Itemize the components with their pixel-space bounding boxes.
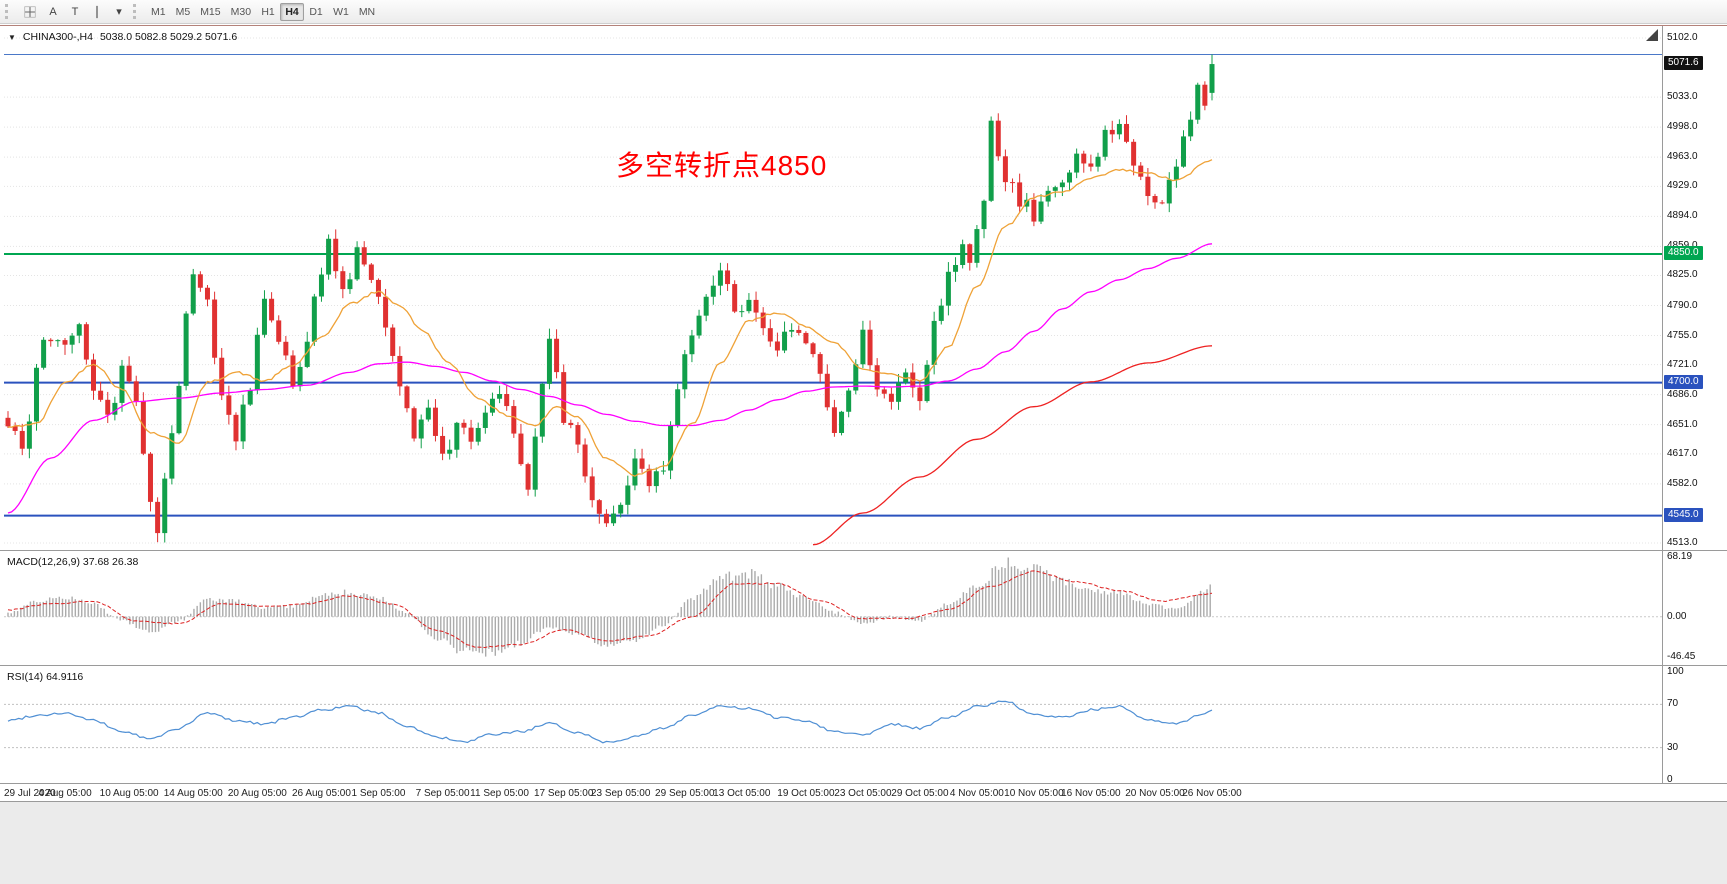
time-tick-label: 29 Oct 05:00 (891, 788, 949, 799)
symbol-title: CHINA300-,H4 (22, 31, 93, 43)
time-tick-label: 17 Sep 05:00 (533, 788, 594, 799)
timeframe-toolbar: A T ▾ M1 M5 M15 M30 H1 H4 D1 W1 MN (0, 0, 1727, 24)
chart-window: ▼ CHINA300-,H4 5038.0 5082.8 5029.2 5071… (0, 25, 1727, 802)
ma-mid-line (7, 243, 1213, 514)
price-tick-label: 4617.0 (1667, 447, 1698, 459)
macd-tick-label: 68.19 (1667, 551, 1693, 563)
price-tick-label: 4894.0 (1667, 210, 1698, 222)
price-tick-label: 5033.0 (1667, 91, 1698, 103)
time-tick-label: 23 Oct 05:00 (834, 788, 892, 799)
price-tick-label: 4859.0 (1667, 240, 1698, 251)
time-tick-label: 1 Sep 05:00 (351, 788, 406, 799)
rsi-line (7, 700, 1213, 744)
macd-tick-label: 0.00 (1667, 610, 1687, 622)
timeframe-h1-button[interactable]: H1 (256, 3, 280, 21)
scroll-to-end-icon[interactable] (1646, 29, 1658, 41)
time-tick-label: 13 Oct 05:00 (713, 788, 771, 799)
price-tick-label: 4721.0 (1667, 358, 1698, 370)
price-tick-label: 4651.0 (1667, 418, 1698, 430)
macd-histogram (7, 557, 1211, 657)
grid-lines (4, 37, 1662, 544)
macd-indicator-label: MACD(12,26,9) 37.68 26.38 (7, 556, 139, 568)
price-tick-label: 4929.0 (1667, 180, 1698, 192)
time-tick-label: 4 Aug 05:00 (38, 788, 92, 799)
time-tick-label: 7 Sep 05:00 (415, 788, 470, 799)
time-tick-label: 11 Sep 05:00 (470, 788, 529, 799)
time-tick-label: 29 Jul 2020 (4, 788, 56, 799)
macd-tick-label: -46.45 (1667, 651, 1696, 663)
time-tick-label: 20 Aug 05:00 (227, 788, 287, 799)
time-tick-label: 10 Aug 05:00 (99, 788, 159, 799)
collapse-triangle-icon[interactable]: ▼ (8, 32, 16, 42)
rsi-tick-label: 70 (1667, 698, 1679, 710)
ma-fast-line (7, 159, 1213, 477)
text-label-tool-button[interactable]: A (43, 2, 63, 21)
time-tick-label: 26 Aug 05:00 (291, 788, 351, 799)
timeframe-m5-button[interactable]: M5 (171, 3, 196, 21)
timeframe-h4-button[interactable]: H4 (280, 2, 305, 21)
letter-t-icon: T (71, 5, 79, 18)
time-tick-label: 29 Sep 05:00 (655, 788, 715, 799)
price-tick-label: 4582.0 (1667, 477, 1698, 489)
symbol-ohlc-header: ▼ CHINA300-,H4 5038.0 5082.8 5029.2 5071… (8, 31, 237, 43)
timeframe-m1-button[interactable]: M1 (146, 3, 171, 21)
rsi-tick-label: 30 (1667, 741, 1679, 753)
timeframe-d1-button[interactable]: D1 (304, 3, 328, 21)
time-tick-label: 26 Nov 05:00 (1182, 788, 1242, 799)
time-tick-label: 4 Nov 05:00 (949, 788, 1004, 799)
text-cursor-tool-button[interactable]: T (65, 2, 85, 21)
price-tick-label: 4686.0 (1667, 388, 1698, 400)
chart-canvas[interactable] (0, 26, 1727, 803)
vertical-line-icon (96, 5, 98, 18)
time-tick-label: 14 Aug 05:00 (163, 788, 223, 799)
macd-signal-line (7, 570, 1213, 649)
rsi-tick-label: 100 (1667, 666, 1684, 677)
crosshair-tool-button[interactable] (19, 2, 41, 21)
price-tick-label: 4790.0 (1667, 299, 1698, 311)
letter-a-icon: A (49, 5, 57, 18)
price-tick-label: 4825.0 (1667, 269, 1698, 281)
rsi-indicator-label: RSI(14) 64.9116 (7, 671, 84, 683)
price-tick-label: 4963.0 (1667, 151, 1698, 163)
timeframe-m15-button[interactable]: M15 (195, 3, 225, 21)
rsi-tick-label: 0 (1667, 774, 1673, 785)
tools-dropdown-button[interactable]: ▾ (109, 2, 129, 21)
time-tick-label: 19 Oct 05:00 (777, 788, 835, 799)
vertical-line-tool-button[interactable] (87, 2, 107, 21)
time-tick-label: 10 Nov 05:00 (1004, 788, 1064, 799)
timeframe-m30-button[interactable]: M30 (226, 3, 256, 21)
timeframe-w1-button[interactable]: W1 (328, 3, 354, 21)
ohlc-values: 5038.0 5082.8 5029.2 5071.6 (99, 31, 238, 43)
time-tick-label: 16 Nov 05:00 (1061, 788, 1121, 799)
timeframe-mn-button[interactable]: MN (354, 3, 380, 21)
chevron-down-icon: ▾ (116, 6, 122, 18)
price-badge-4850.0: 4850.0 (1664, 246, 1703, 261)
chart-annotation-text[interactable]: 多空转折点4850 (616, 150, 828, 181)
price-tick-label: 4755.0 (1667, 329, 1698, 341)
price-tick-label: 5102.0 (1667, 32, 1698, 43)
price-badge-4700.0: 4700.0 (1664, 374, 1703, 389)
crosshair-icon (24, 5, 36, 18)
toolbar-drag-handle[interactable] (5, 4, 12, 19)
price-badge-5071.6: 5071.6 (1664, 56, 1703, 71)
candlestick-series[interactable] (5, 54, 1215, 543)
time-tick-label: 23 Sep 05:00 (590, 788, 651, 799)
toolbar-drag-handle[interactable] (133, 4, 140, 19)
time-tick-label: 20 Nov 05:00 (1125, 788, 1185, 799)
ma-slow-line (812, 345, 1213, 546)
bottom-empty-area (0, 802, 1727, 884)
price-tick-label: 4998.0 (1667, 121, 1698, 133)
price-tick-label: 4513.0 (1667, 537, 1698, 548)
price-badge-4545.0: 4545.0 (1664, 507, 1703, 522)
